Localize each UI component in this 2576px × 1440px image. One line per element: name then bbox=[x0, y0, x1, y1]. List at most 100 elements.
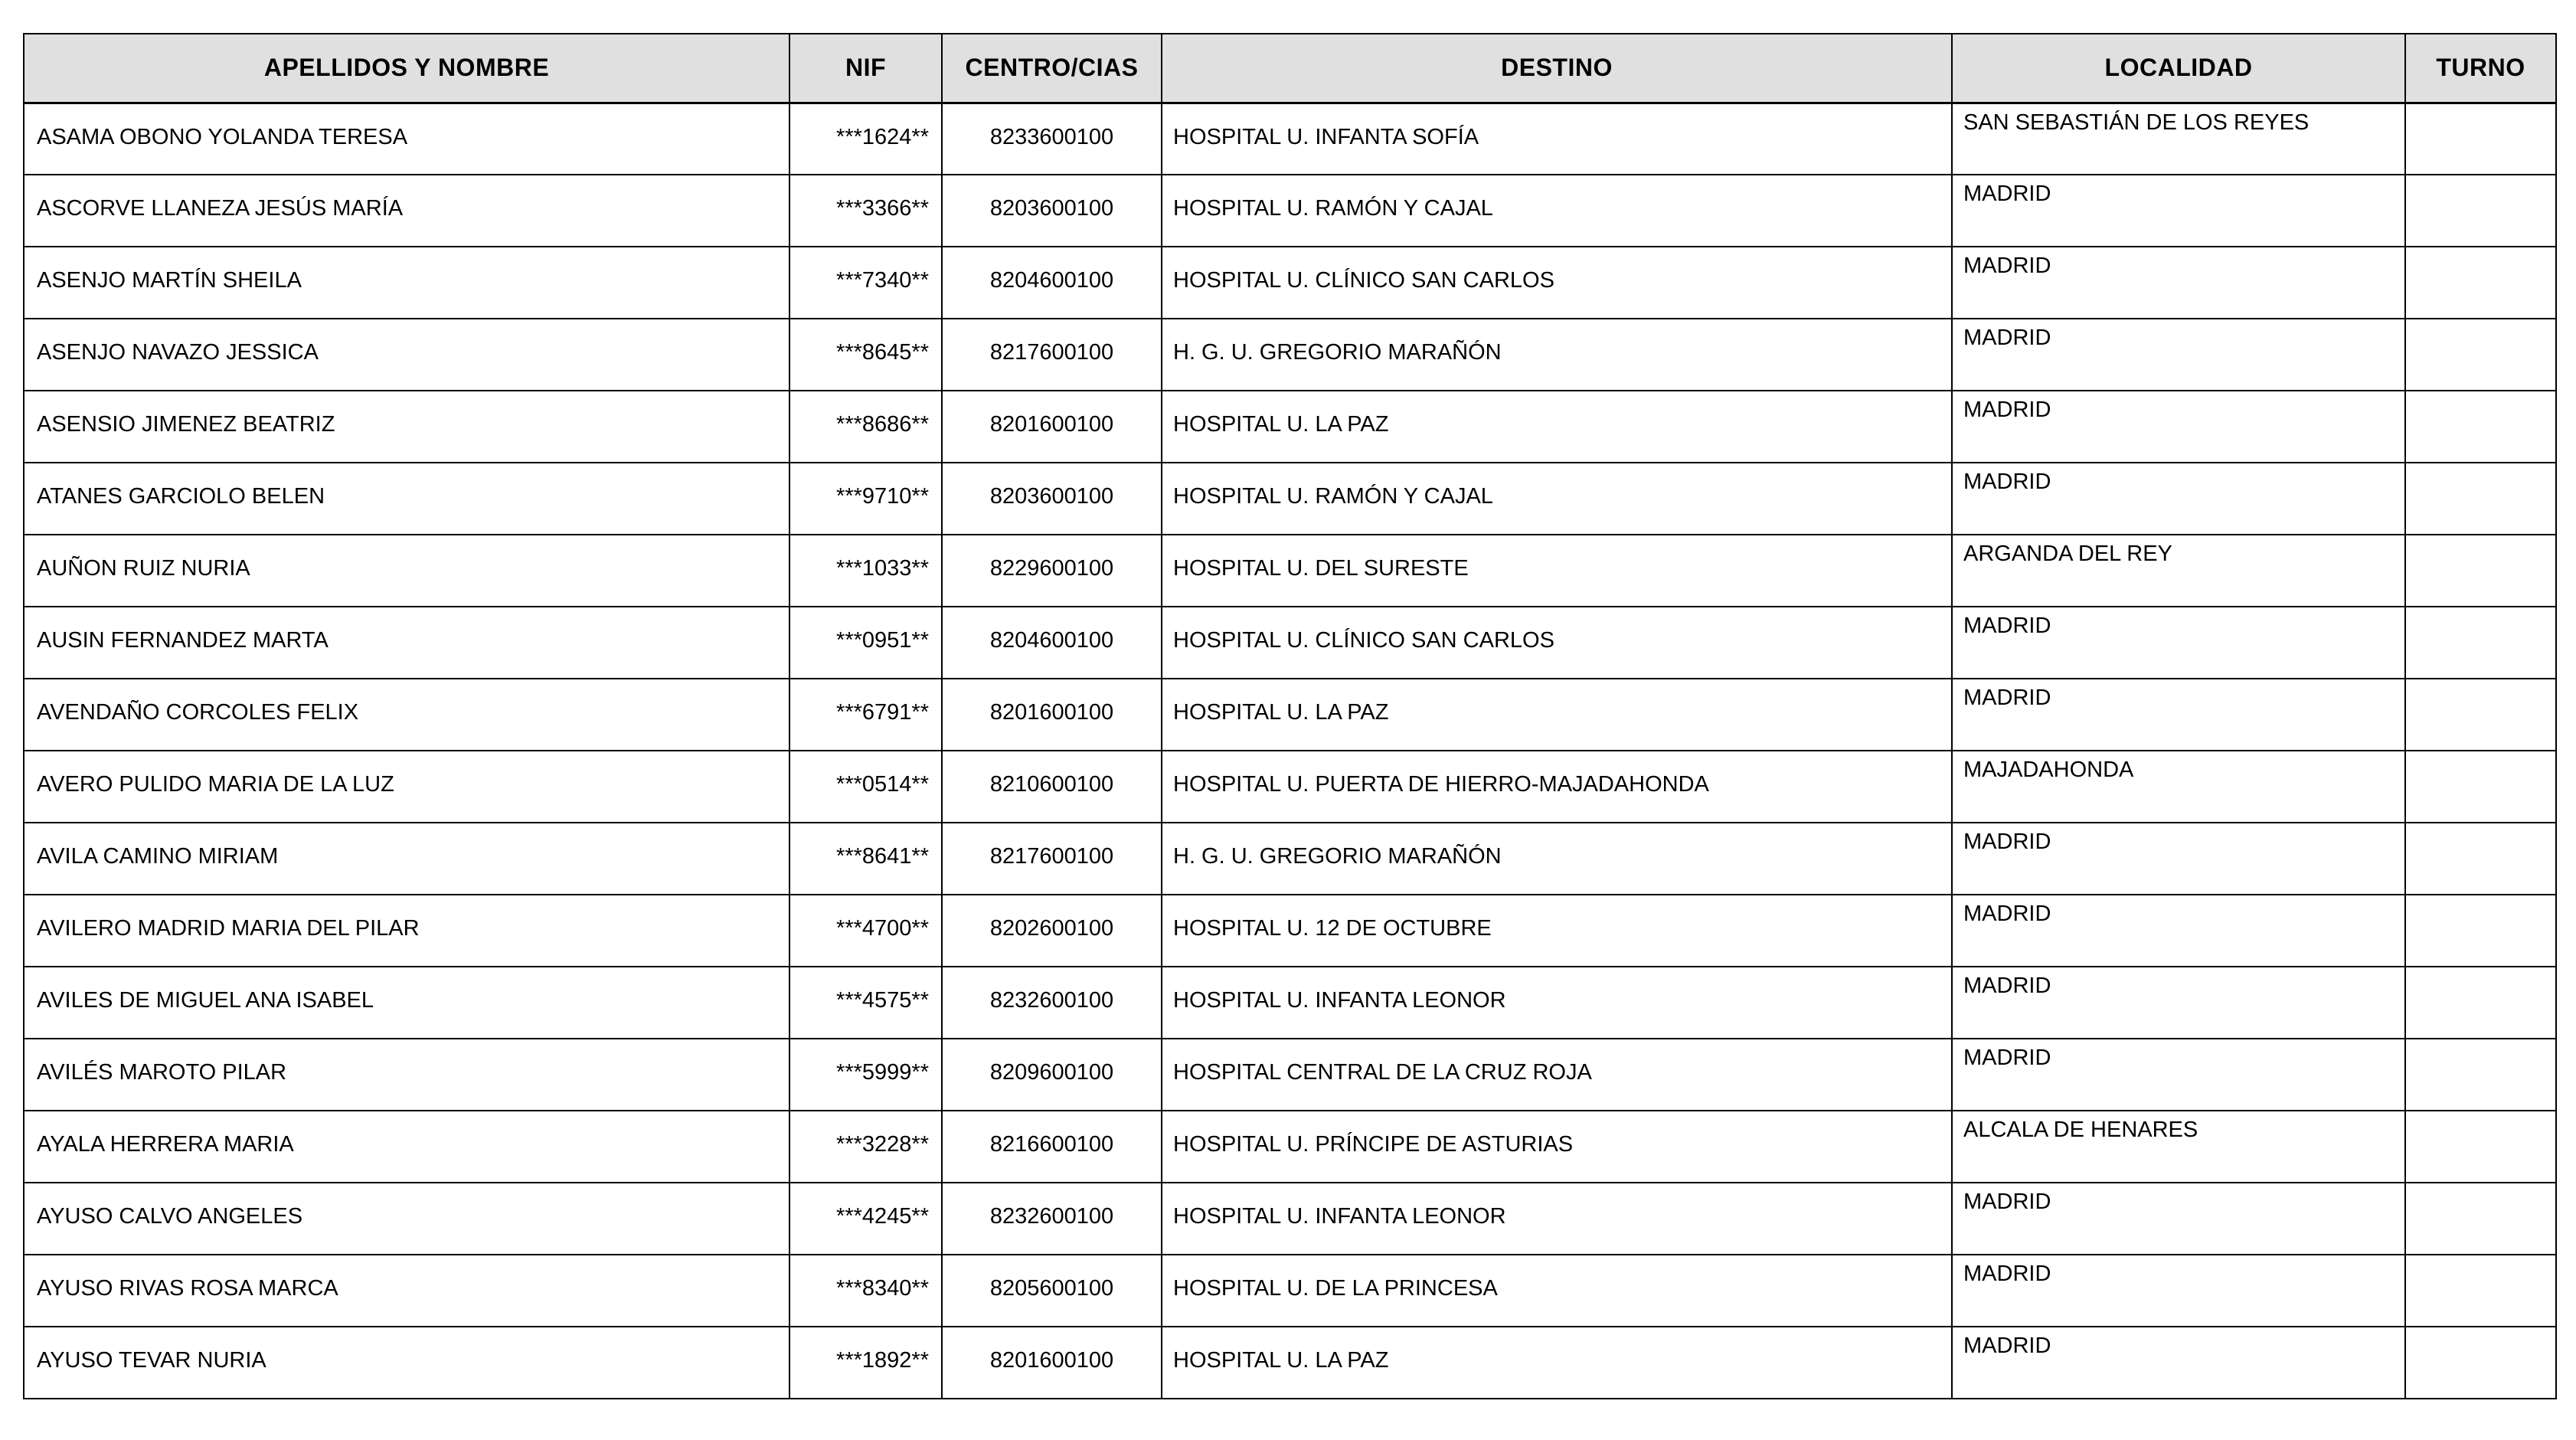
cell-turno bbox=[2404, 318, 2557, 391]
cell-destino: HOSPITAL U. DE LA PRINCESA bbox=[1161, 1254, 1953, 1327]
cell-turno bbox=[2404, 822, 2557, 895]
cell-localidad: MADRID bbox=[1951, 606, 2406, 679]
cell-centro: 8201600100 bbox=[941, 678, 1162, 751]
table-row: AVILERO MADRID MARIA DEL PILAR ***4700** 8… bbox=[23, 894, 2557, 967]
cell-centro: 8203600100 bbox=[941, 174, 1162, 247]
cell-destino: HOSPITAL U. CLÍNICO SAN CARLOS bbox=[1161, 246, 1953, 319]
table-row: AYUSO RIVAS ROSA MARCA ***8340** 820560010… bbox=[23, 1254, 2557, 1327]
cell-localidad: MADRID bbox=[1951, 1182, 2406, 1255]
cell-nif: ***7340** bbox=[789, 246, 943, 319]
cell-destino: HOSPITAL U. CLÍNICO SAN CARLOS bbox=[1161, 606, 1953, 679]
cell-nif: ***3366** bbox=[789, 174, 943, 247]
column-header-turno: TURNO bbox=[2404, 33, 2557, 104]
cell-destino: H. G. U. GREGORIO MARAÑÓN bbox=[1161, 318, 1953, 391]
cell-turno bbox=[2404, 966, 2557, 1039]
cell-nif: ***9710** bbox=[789, 462, 943, 535]
cell-destino: HOSPITAL U. RAMÓN Y CAJAL bbox=[1161, 174, 1953, 247]
cell-nombre: AYUSO TEVAR NURIA bbox=[23, 1326, 790, 1399]
cell-destino: H. G. U. GREGORIO MARAÑÓN bbox=[1161, 822, 1953, 895]
table-row: ASCORVE LLANEZA JESÚS MARÍA ***3366** 8203… bbox=[23, 174, 2557, 247]
table-header: APELLIDOS Y NOMBRE NIF CENTRO/CIAS DESTI… bbox=[23, 33, 2557, 104]
cell-centro: 8232600100 bbox=[941, 966, 1162, 1039]
table-row: AYUSO CALVO ANGELES ***4245** 8232600100 HO… bbox=[23, 1182, 2557, 1255]
cell-localidad: MADRID bbox=[1951, 822, 2406, 895]
cell-turno bbox=[2404, 1182, 2557, 1255]
cell-nif: ***0514** bbox=[789, 750, 943, 823]
cell-destino: HOSPITAL U. LA PAZ bbox=[1161, 1326, 1953, 1399]
cell-nif: ***1624** bbox=[789, 102, 943, 175]
cell-nif: ***4575** bbox=[789, 966, 943, 1039]
cell-destino: HOSPITAL U. RAMÓN Y CAJAL bbox=[1161, 462, 1953, 535]
cell-localidad: MADRID bbox=[1951, 1326, 2406, 1399]
cell-nombre: AVILA CAMINO MIRIAM bbox=[23, 822, 790, 895]
cell-turno bbox=[2404, 534, 2557, 607]
cell-nombre: AYUSO CALVO ANGELES bbox=[23, 1182, 790, 1255]
cell-nif: ***8686** bbox=[789, 390, 943, 463]
table-row: ASENJO NAVAZO JESSICA ***8645** 8217600100… bbox=[23, 318, 2557, 391]
cell-nif: ***8645** bbox=[789, 318, 943, 391]
table-row: ASAMA OBONO YOLANDA TERESA ***1624** 82336… bbox=[23, 102, 2557, 175]
table-row: AUÑON RUIZ NURIA ***1033** 8229600100 HOSPI… bbox=[23, 534, 2557, 607]
cell-centro: 8204600100 bbox=[941, 606, 1162, 679]
cell-destino: HOSPITAL U. INFANTA LEONOR bbox=[1161, 1182, 1953, 1255]
cell-localidad: MADRID bbox=[1951, 894, 2406, 967]
table-row: ATANES GARCIOLO BELEN ***9710** 8203600100… bbox=[23, 462, 2557, 535]
cell-nombre: AYUSO RIVAS ROSA MARCA bbox=[23, 1254, 790, 1327]
cell-localidad: MADRID bbox=[1951, 390, 2406, 463]
cell-localidad: MADRID bbox=[1951, 966, 2406, 1039]
cell-destino: HOSPITAL U. PUERTA DE HIERRO-MAJADAHONDA bbox=[1161, 750, 1953, 823]
cell-nombre: AVILES DE MIGUEL ANA ISABEL bbox=[23, 966, 790, 1039]
cell-localidad: ALCALA DE HENARES bbox=[1951, 1110, 2406, 1183]
assignments-table: APELLIDOS Y NOMBRE NIF CENTRO/CIAS DESTI… bbox=[23, 33, 2557, 1399]
cell-nif: ***1892** bbox=[789, 1326, 943, 1399]
column-header-localidad: LOCALIDAD bbox=[1951, 33, 2406, 104]
cell-turno bbox=[2404, 1110, 2557, 1183]
cell-nombre: ASAMA OBONO YOLANDA TERESA bbox=[23, 102, 790, 175]
cell-nombre: ATANES GARCIOLO BELEN bbox=[23, 462, 790, 535]
cell-destino: HOSPITAL U. 12 DE OCTUBRE bbox=[1161, 894, 1953, 967]
cell-nif: ***3228** bbox=[789, 1110, 943, 1183]
cell-centro: 8217600100 bbox=[941, 822, 1162, 895]
cell-localidad: MAJADAHONDA bbox=[1951, 750, 2406, 823]
column-header-destino: DESTINO bbox=[1161, 33, 1953, 104]
cell-nombre: ASENJO NAVAZO JESSICA bbox=[23, 318, 790, 391]
cell-centro: 8203600100 bbox=[941, 462, 1162, 535]
cell-nif: ***4245** bbox=[789, 1182, 943, 1255]
cell-nombre: AVENDAÑO CORCOLES FELIX bbox=[23, 678, 790, 751]
cell-destino: HOSPITAL U. PRÍNCIPE DE ASTURIAS bbox=[1161, 1110, 1953, 1183]
cell-localidad: MADRID bbox=[1951, 174, 2406, 247]
cell-destino: HOSPITAL U. INFANTA LEONOR bbox=[1161, 966, 1953, 1039]
cell-nombre: AVILERO MADRID MARIA DEL PILAR bbox=[23, 894, 790, 967]
table-row: ASENJO MARTÍN SHEILA ***7340** 8204600100 H… bbox=[23, 246, 2557, 319]
table-row: AYALA HERRERA MARIA ***3228** 8216600100 HO… bbox=[23, 1110, 2557, 1183]
table-row: ASENSIO JIMENEZ BEATRIZ ***8686** 82016001… bbox=[23, 390, 2557, 463]
cell-nombre: AYALA HERRERA MARIA bbox=[23, 1110, 790, 1183]
table-row: AUSIN FERNANDEZ MARTA ***0951** 8204600100… bbox=[23, 606, 2557, 679]
column-header-centro-cias: CENTRO/CIAS bbox=[941, 33, 1162, 104]
cell-localidad: MADRID bbox=[1951, 1038, 2406, 1111]
cell-destino: HOSPITAL CENTRAL DE LA CRUZ ROJA bbox=[1161, 1038, 1953, 1111]
cell-nombre: AVILÉS MAROTO PILAR bbox=[23, 1038, 790, 1111]
column-header-nif: NIF bbox=[789, 33, 943, 104]
table-row: AVILA CAMINO MIRIAM ***8641** 8217600100 H.… bbox=[23, 822, 2557, 895]
cell-nif: ***4700** bbox=[789, 894, 943, 967]
cell-destino: HOSPITAL U. INFANTA SOFÍA bbox=[1161, 102, 1953, 175]
table-row: AVENDAÑO CORCOLES FELIX ***6791** 82016001… bbox=[23, 678, 2557, 751]
cell-centro: 8202600100 bbox=[941, 894, 1162, 967]
cell-nif: ***0951** bbox=[789, 606, 943, 679]
table-body: ASAMA OBONO YOLANDA TERESA ***1624** 82336… bbox=[23, 102, 2557, 1399]
cell-centro: 8210600100 bbox=[941, 750, 1162, 823]
cell-turno bbox=[2404, 1326, 2557, 1399]
cell-turno bbox=[2404, 462, 2557, 535]
cell-nombre: ASENJO MARTÍN SHEILA bbox=[23, 246, 790, 319]
cell-localidad: MADRID bbox=[1951, 1254, 2406, 1327]
cell-centro: 8216600100 bbox=[941, 1110, 1162, 1183]
cell-nif: ***6791** bbox=[789, 678, 943, 751]
cell-turno bbox=[2404, 894, 2557, 967]
cell-nif: ***1033** bbox=[789, 534, 943, 607]
cell-turno bbox=[2404, 246, 2557, 319]
cell-destino: HOSPITAL U. LA PAZ bbox=[1161, 678, 1953, 751]
cell-turno bbox=[2404, 390, 2557, 463]
cell-localidad: MADRID bbox=[1951, 462, 2406, 535]
